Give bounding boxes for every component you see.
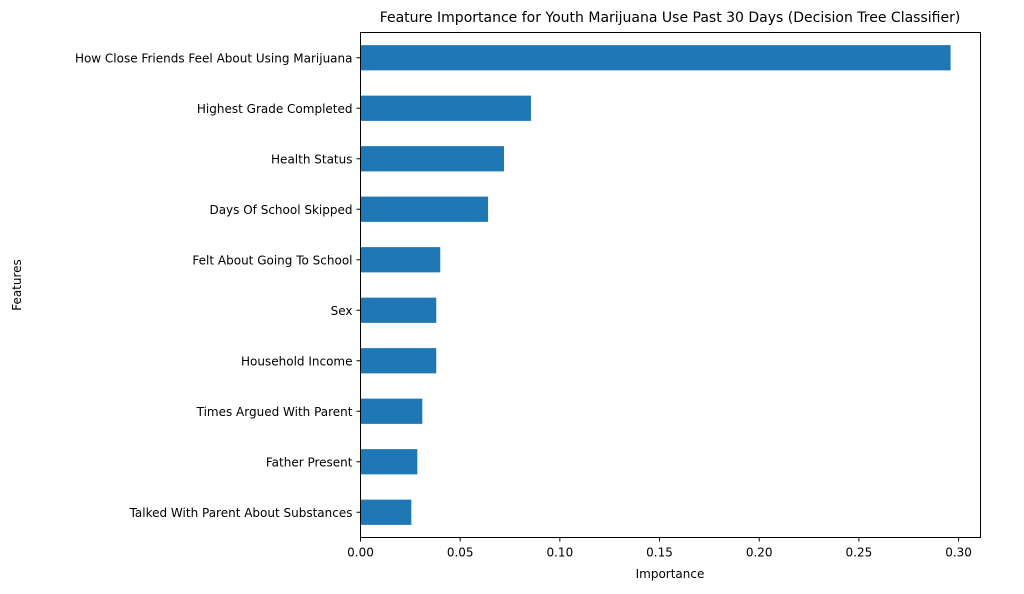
bar	[360, 348, 437, 374]
bars-layer	[360, 45, 951, 525]
x-axis-ticks: 0.00 0.05 0.10 0.15 0.20 0.25 0.30	[347, 537, 972, 560]
bar	[360, 247, 441, 273]
x-tick-label: 0.05	[447, 546, 474, 560]
y-tick-label: Health Status	[271, 152, 352, 166]
axes-layer	[360, 32, 981, 538]
x-tick-label: 0.00	[347, 546, 374, 560]
bar	[360, 398, 423, 424]
y-tick-label: Father Present	[266, 455, 353, 469]
bar	[360, 95, 531, 121]
y-axis-label: Features	[10, 259, 24, 311]
bar	[360, 449, 418, 475]
y-tick-label: Sex	[331, 304, 353, 318]
y-tick-label: Times Argued With Parent	[196, 405, 353, 419]
y-tick-label: Talked With Parent About Substances	[129, 506, 353, 520]
y-tick-label: Highest Grade Completed	[197, 102, 353, 116]
x-tick-label: 0.15	[646, 546, 673, 560]
bar	[360, 196, 489, 222]
x-axis-label: Importance	[636, 567, 705, 581]
bar	[360, 499, 412, 525]
y-tick-label: Household Income	[241, 354, 352, 368]
bar	[360, 297, 437, 323]
y-axis-ticks: How Close Friends Feel About Using Marij…	[75, 51, 361, 520]
y-tick-label: How Close Friends Feel About Using Marij…	[75, 51, 353, 65]
plot-frame	[360, 32, 981, 538]
x-tick-label: 0.20	[746, 546, 773, 560]
x-tick-label: 0.25	[846, 546, 873, 560]
chart-title: Feature Importance for Youth Marijuana U…	[380, 10, 961, 26]
bar	[360, 45, 951, 71]
x-tick-label: 0.30	[945, 546, 972, 560]
x-tick-label: 0.10	[546, 546, 573, 560]
bar	[360, 146, 505, 172]
y-tick-label: Felt About Going To School	[192, 253, 352, 267]
y-tick-label: Days Of School Skipped	[209, 203, 352, 217]
